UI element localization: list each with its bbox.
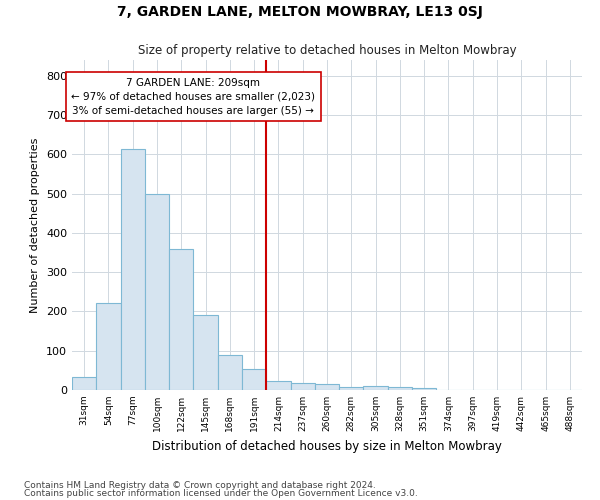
Bar <box>388 387 412 390</box>
Bar <box>290 384 315 390</box>
Text: 7, GARDEN LANE, MELTON MOWBRAY, LE13 0SJ: 7, GARDEN LANE, MELTON MOWBRAY, LE13 0SJ <box>117 5 483 19</box>
Bar <box>266 381 290 390</box>
Bar <box>121 149 145 390</box>
Y-axis label: Number of detached properties: Number of detached properties <box>31 138 40 312</box>
Text: Contains public sector information licensed under the Open Government Licence v3: Contains public sector information licen… <box>24 489 418 498</box>
Bar <box>145 194 169 390</box>
Bar <box>72 378 96 390</box>
Bar <box>339 387 364 390</box>
Bar <box>412 388 436 390</box>
Text: 7 GARDEN LANE: 209sqm
← 97% of detached houses are smaller (2,023)
3% of semi-de: 7 GARDEN LANE: 209sqm ← 97% of detached … <box>71 78 316 116</box>
Bar <box>193 315 218 390</box>
Text: Contains HM Land Registry data © Crown copyright and database right 2024.: Contains HM Land Registry data © Crown c… <box>24 480 376 490</box>
Bar <box>364 386 388 390</box>
X-axis label: Distribution of detached houses by size in Melton Mowbray: Distribution of detached houses by size … <box>152 440 502 452</box>
Bar <box>315 384 339 390</box>
Bar <box>96 303 121 390</box>
Bar <box>169 248 193 390</box>
Bar <box>242 369 266 390</box>
Bar <box>218 354 242 390</box>
Title: Size of property relative to detached houses in Melton Mowbray: Size of property relative to detached ho… <box>137 44 517 58</box>
